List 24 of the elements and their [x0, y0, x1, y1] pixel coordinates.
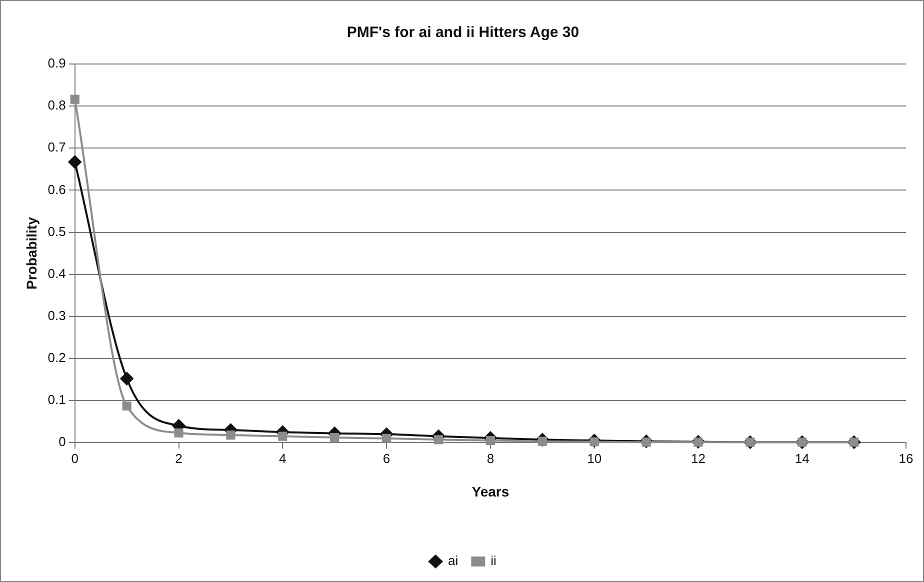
x-tick-label: 0: [71, 450, 78, 466]
x-tick-label: 2: [175, 450, 182, 466]
y-tick-label: 0.2: [48, 350, 66, 366]
x-axis-title: Years: [472, 483, 510, 500]
x-tick-label: 10: [587, 450, 602, 466]
y-tick-label: 0.6: [48, 182, 66, 197]
x-tick-label: 16: [898, 450, 914, 466]
y-tick-label: 0.3: [48, 308, 66, 323]
x-tick-label: 4: [279, 450, 286, 466]
y-axis-title: Probability: [23, 216, 40, 290]
legend-label: ii: [490, 553, 497, 568]
y-tick-label: 0.1: [48, 392, 66, 408]
legend-label: ai: [448, 553, 458, 568]
y-tick-label: 0: [58, 434, 66, 450]
y-tick-label: 0.9: [48, 56, 66, 71]
y-tick-label: 0.5: [48, 224, 66, 239]
x-tick-label: 14: [794, 450, 810, 466]
y-tick-label: 0.7: [48, 140, 66, 155]
x-tick-label: 12: [690, 450, 706, 466]
y-tick-label: 0.8: [48, 98, 66, 113]
y-tick-label: 0.4: [48, 266, 66, 281]
x-tick-label: 8: [486, 450, 494, 466]
x-tick-label: 6: [382, 450, 390, 466]
chart-title: PMF's for ai and ii Hitters Age 30: [346, 24, 580, 42]
